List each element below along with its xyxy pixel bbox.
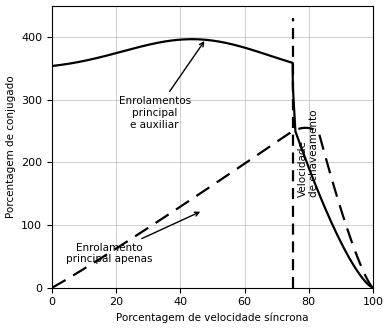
X-axis label: Porcentagem de velocidade síncrona: Porcentagem de velocidade síncrona bbox=[116, 313, 309, 323]
Text: Velocidade
de chaveamento: Velocidade de chaveamento bbox=[298, 109, 319, 197]
Text: Enrolamento
principal apenas: Enrolamento principal apenas bbox=[67, 212, 199, 264]
Y-axis label: Porcentagem de conjugado: Porcentagem de conjugado bbox=[5, 75, 16, 218]
Text: Enrolamentos
principal
e auxiliar: Enrolamentos principal e auxiliar bbox=[119, 42, 203, 130]
